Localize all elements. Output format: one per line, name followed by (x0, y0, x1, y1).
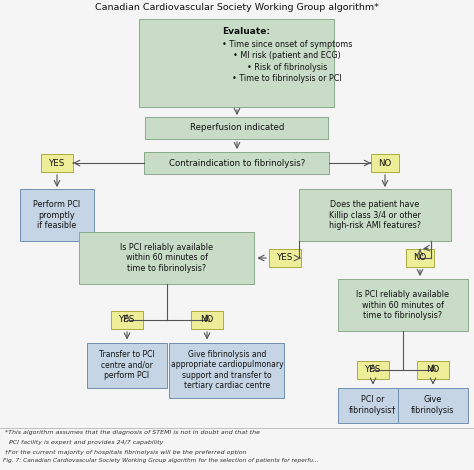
Text: Contraindication to fibrinolysis?: Contraindication to fibrinolysis? (169, 158, 305, 167)
FancyBboxPatch shape (170, 343, 284, 398)
FancyBboxPatch shape (139, 19, 335, 107)
Text: Transfer to PCI
centre and/or
perform PCI: Transfer to PCI centre and/or perform PC… (99, 350, 155, 380)
Text: PCI facility is expert and provides 24/7 capability: PCI facility is expert and provides 24/7… (5, 440, 164, 445)
Text: YES: YES (365, 366, 381, 375)
Text: Canadian Cardiovascular Society Working Group algorithm*: Canadian Cardiovascular Society Working … (95, 3, 379, 13)
Text: Fig. 7: Canadian Cardiovascular Society Working Group algorithm for the selectio: Fig. 7: Canadian Cardiovascular Society … (3, 458, 319, 463)
FancyBboxPatch shape (269, 249, 301, 267)
FancyBboxPatch shape (191, 311, 223, 329)
FancyBboxPatch shape (299, 189, 451, 241)
FancyBboxPatch shape (111, 311, 143, 329)
FancyBboxPatch shape (417, 361, 449, 379)
FancyBboxPatch shape (146, 117, 328, 139)
Text: NO: NO (378, 158, 392, 167)
Text: NO: NO (413, 253, 427, 263)
FancyBboxPatch shape (338, 279, 468, 331)
Text: Is PCI reliably available
within 60 minutes of
time to fibrinolysis?: Is PCI reliably available within 60 minu… (356, 290, 449, 320)
FancyBboxPatch shape (87, 343, 167, 387)
Text: • Time since onset of symptoms
• MI risk (patient and ECG)
• Risk of fibrinolysi: • Time since onset of symptoms • MI risk… (222, 40, 352, 83)
Text: NO: NO (201, 315, 214, 324)
Text: Give
fibrinolysis: Give fibrinolysis (411, 395, 455, 415)
FancyBboxPatch shape (357, 361, 389, 379)
FancyBboxPatch shape (338, 387, 408, 423)
Text: Is PCI reliably available
within 60 minutes of
time to fibrinolysis?: Is PCI reliably available within 60 minu… (120, 243, 213, 273)
Text: †For the current majority of hospitals fibrinolysis will be the preferred option: †For the current majority of hospitals f… (5, 450, 246, 455)
Text: YES: YES (119, 315, 135, 324)
FancyBboxPatch shape (145, 152, 329, 174)
FancyBboxPatch shape (398, 387, 468, 423)
FancyBboxPatch shape (80, 232, 255, 284)
Text: *This algorithm assumes that the diagnosis of STEMI is not in doubt and that the: *This algorithm assumes that the diagnos… (5, 430, 260, 435)
Text: NO: NO (427, 366, 439, 375)
Text: YES: YES (277, 253, 293, 263)
Text: Reperfusion indicated: Reperfusion indicated (190, 124, 284, 133)
Text: YES: YES (49, 158, 65, 167)
FancyBboxPatch shape (20, 189, 94, 241)
FancyBboxPatch shape (406, 249, 434, 267)
Text: PCI or
fibrinolysis†: PCI or fibrinolysis† (349, 395, 397, 415)
FancyBboxPatch shape (371, 154, 399, 172)
Text: Evaluate:: Evaluate: (222, 27, 270, 36)
Text: Perform PCI
promptly
if feasible: Perform PCI promptly if feasible (34, 200, 81, 230)
Text: Give fibrinolysis and
appropriate cardiopulmonary
support and transfer to
tertia: Give fibrinolysis and appropriate cardio… (171, 350, 283, 390)
Text: Does the patient have
Killip class 3/4 or other
high-risk AMI features?: Does the patient have Killip class 3/4 o… (329, 200, 421, 230)
FancyBboxPatch shape (41, 154, 73, 172)
